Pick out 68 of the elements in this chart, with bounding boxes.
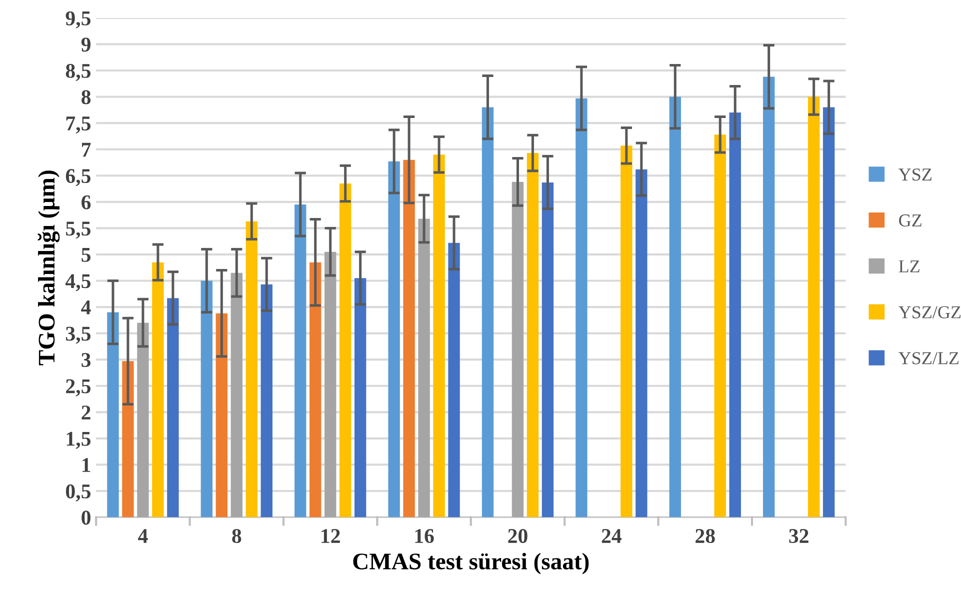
y-tick-label: 2 xyxy=(82,406,90,420)
y-tick-label: 1,5 xyxy=(66,432,90,449)
bar xyxy=(448,242,460,518)
y-tick-label: 0 xyxy=(82,510,90,525)
x-tick-label: 4 xyxy=(138,529,148,543)
y-tick-label: 8,5 xyxy=(66,64,90,81)
y-tick-label: 9 xyxy=(81,38,90,52)
y-tick-label: 6 xyxy=(82,195,91,210)
legend-label: LZ xyxy=(898,260,920,272)
y-tick-label: 6,5 xyxy=(66,169,90,186)
bar xyxy=(339,184,352,518)
legend-label: YSZ/GZ xyxy=(898,306,961,318)
bar xyxy=(167,298,179,518)
bar xyxy=(310,262,322,518)
bar xyxy=(636,169,648,518)
x-tick-label: 24 xyxy=(602,529,622,543)
y-tick-label: 1 xyxy=(82,458,90,472)
x-tick-label: 16 xyxy=(415,529,434,544)
x-axis-title: CMAS test süresi (saat) xyxy=(353,552,589,574)
legend-label: YSZ xyxy=(898,168,932,181)
bar xyxy=(576,98,588,518)
bar xyxy=(542,182,554,518)
y-tick-label: 5 xyxy=(82,248,90,262)
y-tick-label: 7 xyxy=(82,142,91,157)
bar xyxy=(729,112,741,518)
y-tick-label: 7,5 xyxy=(66,116,90,134)
x-tick-label: 28 xyxy=(696,528,715,544)
y-tick-label: 4 xyxy=(81,300,91,314)
x-tick-label: 8 xyxy=(232,528,242,544)
x-tick-label: 32 xyxy=(789,529,808,544)
bar xyxy=(246,221,258,518)
y-tick-label: 3,5 xyxy=(66,326,90,344)
x-tick-label: 20 xyxy=(508,528,528,544)
x-tick-label: 12 xyxy=(322,529,340,543)
y-axis-title: TGO kalınlığı (µm) xyxy=(38,170,60,366)
bar xyxy=(324,252,336,518)
y-tick-label: 8 xyxy=(82,90,91,104)
bar xyxy=(354,278,366,518)
bar xyxy=(433,154,445,518)
y-tick-label: 9,5 xyxy=(66,11,90,28)
bar xyxy=(107,312,119,518)
bar xyxy=(137,322,149,518)
bar xyxy=(260,284,272,518)
bar xyxy=(294,204,306,518)
bar xyxy=(763,76,775,518)
bar xyxy=(714,134,726,518)
y-tick-label: 3 xyxy=(82,353,91,368)
bar xyxy=(620,146,632,518)
legend-label: YSZ/LZ xyxy=(898,352,959,364)
bar xyxy=(152,262,164,518)
bar xyxy=(403,160,415,518)
bar xyxy=(512,182,524,518)
bar xyxy=(669,96,681,518)
bar xyxy=(122,361,134,518)
y-tick-label: 0,5 xyxy=(66,484,90,502)
y-tick-label: 4,5 xyxy=(65,274,90,292)
bar xyxy=(808,96,820,518)
bar xyxy=(230,272,242,518)
y-tick-label: 5,5 xyxy=(66,222,90,239)
bar xyxy=(200,280,213,518)
legend-label: GZ xyxy=(899,214,922,227)
bar xyxy=(216,313,228,518)
bar xyxy=(388,161,400,518)
y-tick-label: 2,5 xyxy=(66,379,90,396)
bar xyxy=(822,107,835,518)
bar xyxy=(418,218,430,518)
bar xyxy=(526,153,539,518)
bar xyxy=(482,107,494,518)
